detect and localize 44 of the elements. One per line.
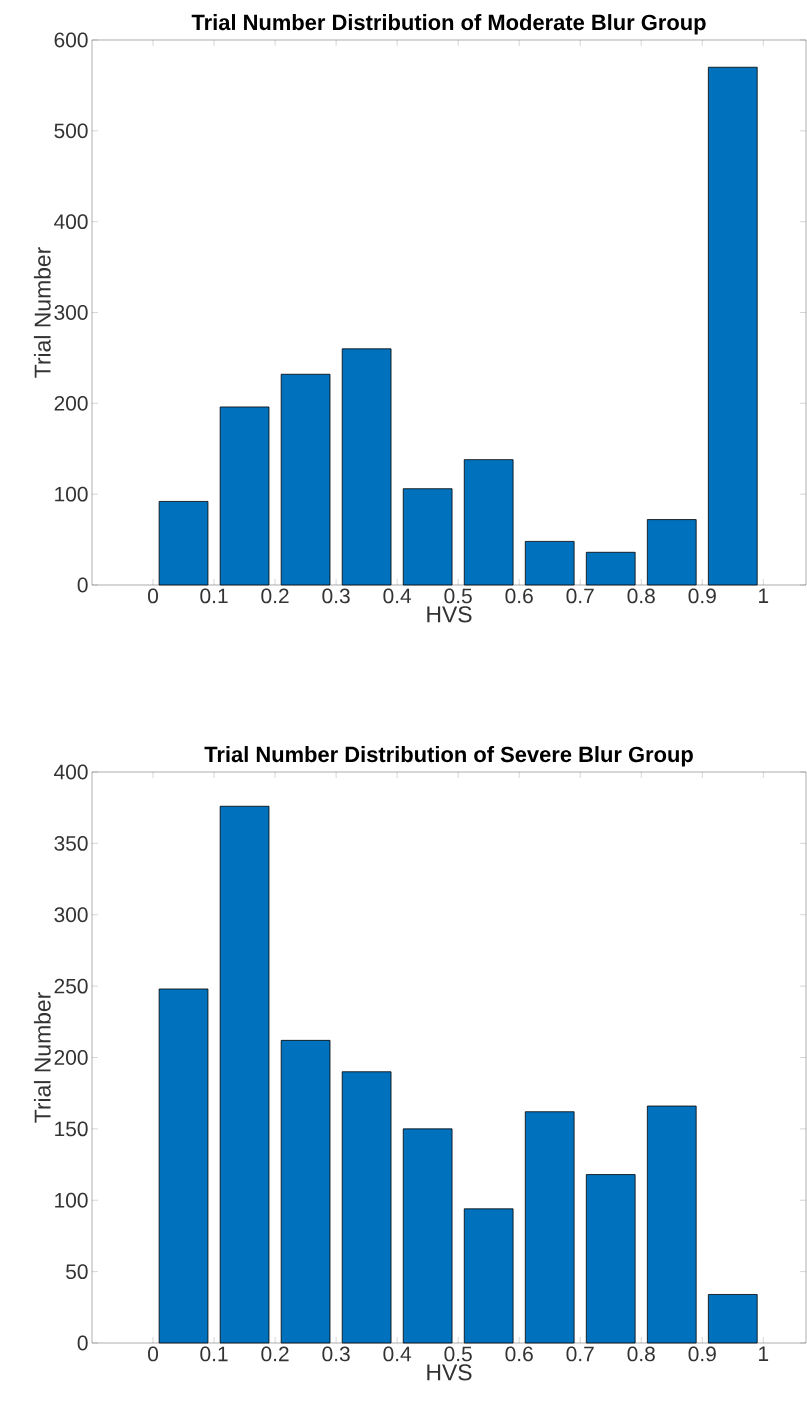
y-tick-label: 100 [55,1192,88,1208]
x-tick-label: 0.7 [566,1346,594,1362]
x-tick-label: 1 [759,1346,769,1361]
x-tick-label: 0.6 [505,588,533,604]
chart-title: Trial Number Distribution of Moderate Blur Group [191,14,706,35]
y-tick-label: 250 [54,978,88,994]
chart-title: Trial Number Distribution of Severe Blur Group [204,746,693,767]
x-tick-label: 0.8 [627,588,655,604]
y-tick-label: 600 [54,32,88,48]
y-tick-label: 350 [54,835,88,851]
x-tick-label: 0.1 [200,1346,228,1362]
y-tick-label: 50 [66,1264,88,1280]
x-tick-label: 0 [148,588,159,604]
y-tick-label: 500 [54,123,88,139]
x-tick-label: 0.5 [444,588,472,604]
x-tick-label: 0.3 [322,588,350,604]
x-tick-label: 0.8 [627,1346,655,1362]
x-tick-label: 0.2 [261,1346,289,1362]
x-tick-label: 0.9 [688,1346,716,1362]
y-axis-title: Trial Number [33,992,51,1123]
y-tick-label: 0 [77,1335,88,1351]
y-tick-label: 300 [54,305,88,320]
y-tick-label: 200 [54,1050,88,1065]
y-tick-label: 200 [54,395,88,411]
x-tick-label: 1 [759,588,769,603]
y-axis-title: Trial Number [33,247,51,378]
x-tick-label: 0.9 [688,588,716,604]
y-tick-label: 400 [54,214,88,230]
y-tick-label: 150 [55,1121,88,1137]
x-tick-label: 0 [148,1346,159,1362]
y-tick-label: 400 [54,764,88,780]
x-tick-label: 0.4 [383,1346,412,1362]
x-tick-label: 0.6 [505,1346,533,1362]
x-tick-label: 0.4 [383,588,412,604]
x-tick-label: 0.1 [200,588,228,604]
x-tick-label: 0.5 [444,1346,472,1362]
x-tick-label: 0.7 [566,588,594,604]
y-tick-label: 100 [55,486,88,502]
y-tick-label: 0 [77,577,88,593]
y-tick-label: 300 [54,907,88,923]
x-tick-label: 0.2 [261,588,289,604]
x-axis-title: HVS [427,606,472,623]
x-axis-title: HVS [427,1364,472,1381]
x-tick-label: 0.3 [322,1346,350,1362]
